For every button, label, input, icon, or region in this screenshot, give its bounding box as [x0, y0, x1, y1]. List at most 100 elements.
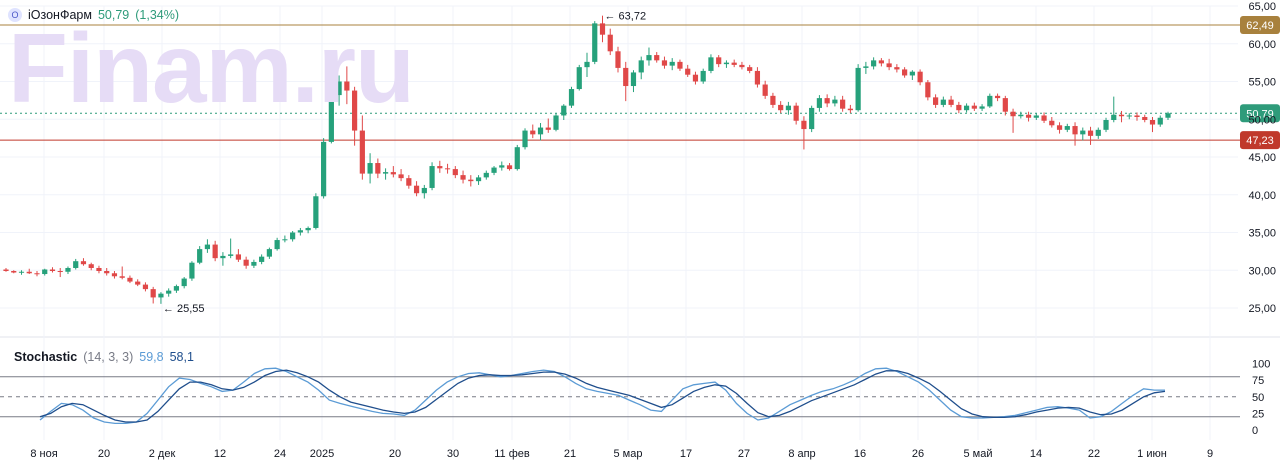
stoch-tick-label: 100: [1252, 359, 1270, 371]
price-tick-label: 35,00: [1248, 228, 1276, 240]
candle-body: [228, 254, 234, 256]
candle-body: [290, 232, 296, 240]
candles: [3, 15, 1171, 304]
candle-body: [576, 67, 582, 90]
time-tick-label: 9: [1207, 448, 1213, 460]
time-tick-label: 8 ноя: [30, 448, 57, 460]
candle-body: [785, 105, 792, 111]
candle-body: [65, 267, 71, 272]
stochastic-title[interactable]: Stochastic: [14, 350, 78, 364]
time-tick-label: 2025: [310, 448, 334, 460]
high-annotation: ← 63,72: [604, 11, 646, 23]
candle-body: [630, 72, 637, 87]
candle-body: [429, 166, 435, 188]
candle-body: [104, 271, 110, 274]
candle-body: [398, 174, 404, 179]
candle-body: [963, 105, 970, 111]
candle-body: [437, 166, 443, 169]
candle-body: [1142, 116, 1148, 121]
candle-body: [359, 130, 365, 174]
candle-body: [894, 67, 900, 70]
price-change: (1,34%): [135, 8, 180, 22]
candle-body: [801, 120, 807, 130]
price-level-label: 47,23: [1246, 135, 1274, 147]
time-tick-label: 12: [214, 448, 226, 460]
candle-body: [73, 261, 79, 268]
candle-body: [568, 89, 575, 106]
candle-body: [197, 249, 203, 263]
candle-body: [80, 261, 87, 265]
candle-body: [1111, 114, 1117, 121]
time-tick-label: 30: [447, 448, 459, 460]
price-level-label: 50,79: [1246, 108, 1274, 120]
candle-body: [452, 169, 458, 176]
price-axis: 25,00 30,00 35,00 40,00 45,00 50,00 55,00 60,00…: [1248, 1, 1276, 437]
stoch-tick-label: 50: [1252, 392, 1264, 404]
candle-body: [747, 67, 753, 71]
candle-body: [328, 95, 334, 142]
candle-body: [243, 259, 249, 266]
candle-body: [1072, 126, 1078, 135]
price-tick-label: 60,00: [1248, 39, 1276, 51]
candle-body: [685, 68, 691, 75]
candle-body: [421, 187, 427, 194]
candle-body: [692, 74, 699, 82]
stoch-tick-label: 25: [1252, 408, 1264, 420]
candle-body: [731, 62, 737, 65]
candle-body: [336, 81, 342, 96]
candle-body: [855, 67, 861, 111]
time-tick-label: 5 мар: [614, 448, 643, 460]
price-levels: 62,49 47,23 50,79: [0, 15, 1280, 150]
candle-body: [561, 105, 567, 116]
candle-body: [863, 66, 869, 68]
candle-body: [1002, 98, 1008, 112]
candle-body: [1149, 120, 1156, 125]
candle-body: [1049, 120, 1055, 126]
candle-body: [235, 254, 241, 260]
candle-body: [1056, 125, 1063, 130]
time-tick-label: 14: [1030, 448, 1042, 460]
candle-body: [297, 230, 303, 233]
symbol-name[interactable]: iОзонФарм: [28, 8, 92, 22]
candle-body: [902, 69, 908, 76]
candle-body: [623, 67, 629, 87]
candle-body: [1157, 117, 1163, 125]
candle-body: [491, 167, 497, 173]
time-tick-label: 17: [680, 448, 692, 460]
candle-body: [607, 34, 613, 52]
stochastic-d-value: 58,1: [169, 350, 194, 364]
candle-body: [1134, 115, 1140, 117]
stochastic-params: (14, 3, 3): [83, 350, 134, 364]
candle-body: [3, 269, 9, 272]
candle-body: [282, 239, 288, 241]
candle-body: [204, 244, 211, 250]
candle-body: [251, 261, 257, 266]
candle-body: [1018, 114, 1024, 117]
candle-body: [584, 61, 590, 68]
price-tick-label: 25,00: [1248, 303, 1276, 315]
time-tick-label: 1 июн: [1137, 448, 1167, 460]
candle-body: [592, 23, 598, 62]
annotations: ← 63,72 ← 25,55: [163, 11, 646, 315]
candle-body: [599, 23, 606, 35]
candle-body: [1041, 115, 1047, 121]
price-tick-label: 65,00: [1248, 1, 1276, 13]
candle-body: [646, 55, 652, 61]
symbol-badge[interactable]: О: [8, 8, 22, 22]
time-tick-label: 8 апр: [788, 448, 815, 460]
time-tick-label: 21: [564, 448, 576, 460]
candle-body: [948, 99, 954, 105]
time-tick-label: 20: [98, 448, 110, 460]
time-tick-label: 24: [274, 448, 286, 460]
candle-body: [42, 269, 48, 275]
candle-body: [638, 60, 644, 73]
candle-body: [824, 98, 830, 104]
price-tick-label: 40,00: [1248, 190, 1276, 202]
candle-body: [444, 168, 451, 170]
candle-body: [1010, 111, 1016, 117]
stoch-tick-label: 75: [1252, 375, 1264, 387]
time-tick-label: 26: [912, 448, 924, 460]
candle-body: [754, 70, 761, 85]
candle-body: [158, 293, 164, 298]
candle-body: [793, 105, 799, 121]
